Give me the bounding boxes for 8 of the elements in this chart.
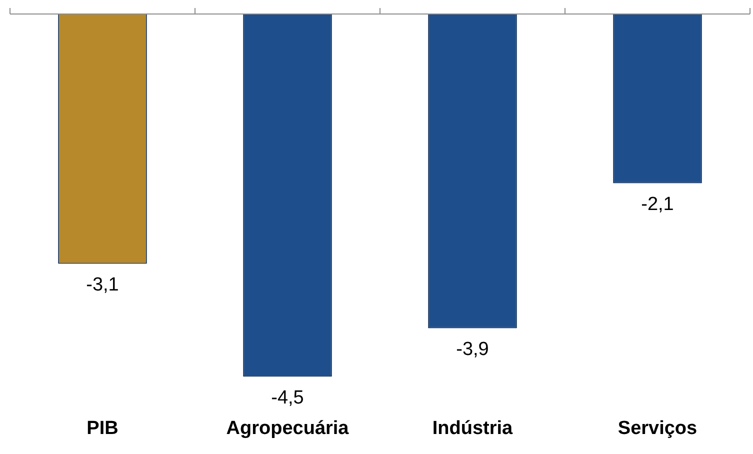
data-label: -2,1	[641, 194, 674, 215]
data-label: -4,5	[271, 387, 304, 408]
x-tick-label: Serviços	[618, 418, 698, 439]
data-label: -3,9	[456, 338, 489, 360]
x-tick-label: Indústria	[432, 418, 514, 439]
data-label: -3,1	[86, 274, 119, 296]
x-tick-label: Agropecuária	[226, 418, 350, 439]
x-tick-label: PIB	[86, 418, 118, 439]
